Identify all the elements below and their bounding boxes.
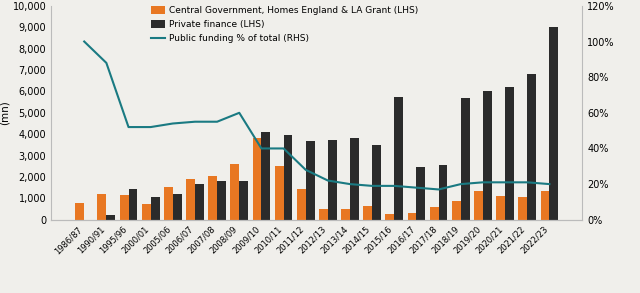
Bar xyxy=(164,187,173,220)
Bar xyxy=(239,181,248,220)
Bar xyxy=(319,209,328,220)
Bar xyxy=(394,97,403,220)
Bar xyxy=(97,194,106,220)
Bar xyxy=(461,98,470,220)
Bar xyxy=(549,27,558,220)
Bar xyxy=(106,215,115,220)
Bar xyxy=(173,194,182,220)
Bar xyxy=(438,165,447,220)
Bar xyxy=(186,179,195,220)
Bar xyxy=(541,191,549,220)
Bar xyxy=(483,91,492,220)
Bar xyxy=(275,166,284,220)
Y-axis label: (mn): (mn) xyxy=(0,100,10,125)
Bar xyxy=(230,164,239,220)
Bar xyxy=(284,135,292,220)
Bar xyxy=(306,141,315,220)
Bar xyxy=(120,195,129,220)
Bar xyxy=(76,203,84,220)
Bar xyxy=(341,209,350,220)
Bar xyxy=(142,204,150,220)
Bar xyxy=(430,207,438,220)
Bar xyxy=(474,191,483,220)
Bar xyxy=(505,87,514,220)
Bar xyxy=(385,214,394,220)
Bar xyxy=(261,132,270,220)
Bar xyxy=(518,197,527,220)
Bar xyxy=(350,139,359,220)
Bar xyxy=(297,189,306,220)
Bar xyxy=(527,74,536,220)
Bar xyxy=(150,197,159,220)
Bar xyxy=(452,201,461,220)
Bar xyxy=(328,139,337,220)
Bar xyxy=(208,176,217,220)
Bar xyxy=(417,167,426,220)
Bar xyxy=(217,181,226,220)
Bar xyxy=(496,196,505,220)
Bar xyxy=(129,189,138,220)
Legend: Central Government, Homes England & LA Grant (LHS), Private finance (LHS), Publi: Central Government, Homes England & LA G… xyxy=(151,6,419,43)
Bar xyxy=(195,185,204,220)
Bar xyxy=(372,145,381,220)
Bar xyxy=(253,139,261,220)
Bar xyxy=(364,207,372,220)
Bar xyxy=(408,213,417,220)
